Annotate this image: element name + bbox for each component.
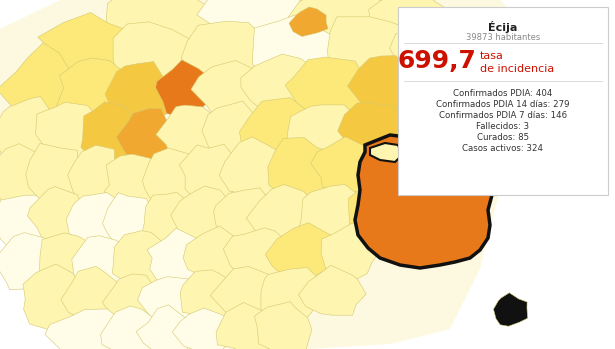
- Polygon shape: [143, 148, 205, 208]
- Polygon shape: [137, 277, 196, 327]
- Polygon shape: [287, 105, 362, 162]
- Text: tasa: tasa: [480, 51, 504, 61]
- Polygon shape: [265, 223, 346, 284]
- Polygon shape: [347, 56, 421, 118]
- Polygon shape: [180, 144, 239, 206]
- Polygon shape: [147, 228, 213, 288]
- Polygon shape: [191, 60, 266, 125]
- Polygon shape: [223, 228, 292, 284]
- Polygon shape: [57, 58, 131, 125]
- Polygon shape: [156, 105, 218, 168]
- Polygon shape: [172, 308, 231, 349]
- Polygon shape: [180, 270, 243, 323]
- Polygon shape: [348, 186, 405, 241]
- Polygon shape: [369, 0, 453, 50]
- Text: de incidencia: de incidencia: [480, 64, 554, 74]
- Polygon shape: [311, 137, 382, 194]
- Polygon shape: [0, 0, 530, 349]
- Polygon shape: [289, 7, 328, 36]
- Polygon shape: [23, 264, 95, 331]
- Polygon shape: [0, 232, 55, 290]
- Polygon shape: [406, 66, 449, 114]
- Polygon shape: [102, 274, 161, 327]
- Polygon shape: [113, 231, 169, 286]
- Polygon shape: [39, 233, 96, 287]
- Polygon shape: [136, 305, 200, 349]
- Polygon shape: [81, 102, 133, 169]
- Polygon shape: [246, 184, 325, 247]
- Polygon shape: [0, 43, 75, 138]
- Polygon shape: [45, 309, 122, 349]
- Polygon shape: [252, 15, 344, 86]
- Polygon shape: [183, 226, 247, 288]
- Polygon shape: [261, 267, 326, 324]
- Text: Confirmados PDIA: 404: Confirmados PDIA: 404: [453, 89, 553, 98]
- Polygon shape: [328, 17, 414, 81]
- Polygon shape: [61, 266, 129, 325]
- Polygon shape: [68, 145, 127, 209]
- Polygon shape: [288, 0, 400, 43]
- Polygon shape: [390, 20, 470, 73]
- Polygon shape: [321, 223, 379, 282]
- Polygon shape: [213, 188, 274, 246]
- Polygon shape: [171, 186, 233, 250]
- Polygon shape: [66, 192, 123, 247]
- Polygon shape: [429, 111, 476, 150]
- Polygon shape: [268, 138, 333, 201]
- Polygon shape: [0, 144, 52, 211]
- Polygon shape: [38, 13, 141, 91]
- Polygon shape: [216, 303, 280, 349]
- Polygon shape: [26, 143, 88, 213]
- Polygon shape: [72, 236, 135, 295]
- Polygon shape: [197, 0, 304, 40]
- Polygon shape: [0, 96, 57, 173]
- Polygon shape: [255, 302, 312, 349]
- Polygon shape: [359, 140, 411, 197]
- Polygon shape: [239, 98, 319, 168]
- Polygon shape: [0, 195, 52, 254]
- Text: Confirmados PDIA 7 días: 146: Confirmados PDIA 7 días: 146: [439, 111, 567, 120]
- Polygon shape: [103, 0, 224, 46]
- Polygon shape: [338, 103, 402, 153]
- Polygon shape: [241, 54, 318, 122]
- Polygon shape: [355, 135, 495, 268]
- Polygon shape: [399, 101, 443, 160]
- Polygon shape: [156, 60, 218, 118]
- Text: Casos activos: 324: Casos activos: 324: [462, 144, 544, 153]
- Polygon shape: [105, 62, 170, 123]
- Text: Curados: 85: Curados: 85: [477, 133, 529, 142]
- Polygon shape: [298, 265, 366, 315]
- Polygon shape: [141, 192, 195, 245]
- Polygon shape: [28, 187, 82, 248]
- Text: Fallecidos: 3: Fallecidos: 3: [477, 122, 530, 131]
- Polygon shape: [103, 193, 154, 249]
- Polygon shape: [36, 102, 103, 172]
- Polygon shape: [394, 62, 438, 102]
- Polygon shape: [299, 185, 367, 240]
- Polygon shape: [202, 101, 269, 167]
- Polygon shape: [493, 293, 528, 326]
- Text: Confirmados PDIA 14 días: 279: Confirmados PDIA 14 días: 279: [436, 100, 569, 109]
- Text: 699,7: 699,7: [397, 49, 476, 73]
- Polygon shape: [104, 154, 162, 213]
- FancyBboxPatch shape: [398, 7, 608, 195]
- Text: Écija: Écija: [488, 21, 518, 33]
- Polygon shape: [101, 306, 160, 349]
- Polygon shape: [116, 108, 173, 169]
- Text: 39873 habitantes: 39873 habitantes: [466, 33, 540, 42]
- Polygon shape: [181, 21, 278, 85]
- Polygon shape: [113, 22, 197, 90]
- Polygon shape: [370, 143, 402, 162]
- Polygon shape: [285, 57, 368, 115]
- Polygon shape: [427, 225, 465, 257]
- Polygon shape: [219, 137, 286, 197]
- Polygon shape: [210, 266, 281, 320]
- Polygon shape: [434, 151, 475, 187]
